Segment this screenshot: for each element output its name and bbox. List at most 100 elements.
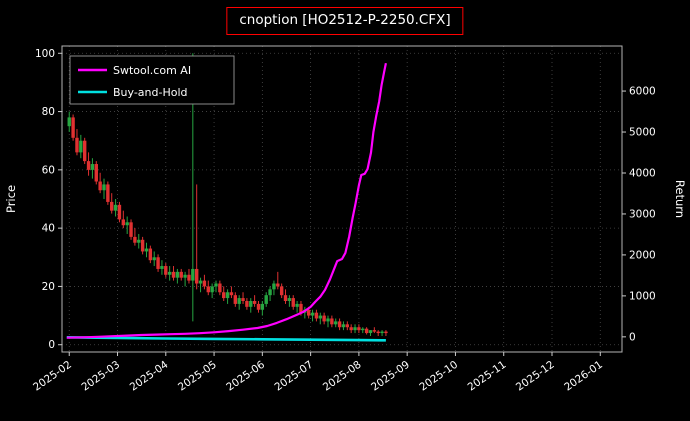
candle-body — [299, 303, 303, 313]
candle-body — [229, 292, 234, 296]
right-axis-tick-label: 3000 — [629, 208, 656, 220]
candle-body — [237, 298, 241, 304]
x-tick-label: 2025-09 — [369, 359, 412, 394]
candle-body — [183, 274, 187, 278]
x-tick-label: 2025-06 — [224, 358, 267, 393]
swtool-com-ai-line — [66, 62, 387, 339]
candle-body — [249, 301, 253, 307]
candlestick-series — [67, 53, 388, 336]
candle-body — [137, 239, 141, 243]
candle-body — [222, 292, 226, 299]
grid-lines — [62, 46, 622, 352]
candle-body — [306, 309, 311, 316]
chart-title: cnoption [HO2512-P-2250.CFX] — [226, 7, 464, 35]
candle-body — [310, 312, 315, 316]
candle-body — [156, 257, 160, 269]
candle-body — [349, 327, 353, 331]
candle-body — [272, 283, 276, 290]
candle-body — [187, 274, 191, 281]
x-tick-label: 2025-04 — [128, 358, 171, 393]
candle-body — [75, 137, 79, 153]
candle-body — [322, 315, 326, 322]
legend-box — [69, 55, 235, 105]
candle-body — [295, 303, 299, 307]
candle-body — [361, 328, 365, 331]
right-axis-tick-label: 1000 — [629, 290, 656, 302]
candle-body — [268, 289, 272, 296]
candle-body — [245, 301, 249, 307]
candle-body — [260, 303, 265, 310]
candle-body — [175, 271, 180, 278]
candle-body — [341, 324, 346, 328]
candle-body — [345, 324, 350, 328]
candle-body — [198, 280, 203, 284]
candle-body — [82, 140, 87, 162]
candle-body — [376, 331, 380, 334]
plot-border — [61, 45, 623, 353]
candle-body — [125, 222, 129, 226]
candle-body — [110, 201, 114, 211]
candle-body — [106, 184, 110, 202]
candle-body — [353, 327, 357, 331]
candle-body — [372, 330, 377, 332]
right-axis-tick-label: 6000 — [629, 86, 656, 98]
candle-body — [252, 301, 257, 304]
right-axis-tick-label: 5000 — [629, 127, 656, 139]
candle-body — [364, 328, 369, 334]
candle-body — [171, 271, 176, 278]
candle-body — [164, 266, 168, 275]
left-axis-tick-label: 80 — [42, 106, 55, 118]
candle-body — [71, 117, 75, 138]
candle-body — [113, 204, 118, 211]
left-axis-tick-label: 0 — [48, 339, 55, 351]
candle-body — [287, 298, 292, 301]
left-axis-tick-label: 40 — [42, 223, 55, 235]
candle-body — [94, 164, 98, 182]
candle-body — [330, 318, 334, 325]
right-axis-tick-label: 2000 — [629, 249, 656, 261]
candle-body — [191, 268, 195, 281]
x-tick-label: 2025-10 — [417, 359, 460, 394]
candle-body — [334, 321, 338, 325]
x-tick-label: 2025-12 — [514, 359, 557, 394]
right-axis-tick-label: 0 — [629, 331, 636, 343]
candle-body — [133, 236, 137, 243]
candle-body — [206, 286, 210, 293]
candle-body — [148, 248, 153, 261]
candle-body — [67, 117, 71, 127]
candle-body — [140, 239, 145, 252]
candle-body — [233, 295, 238, 304]
x-tick-label: 2025-11 — [466, 359, 509, 394]
return-axis-label: Return — [673, 180, 687, 218]
candle-body — [167, 271, 172, 275]
candle-body — [384, 331, 388, 334]
legend-label: Swtool.com AI — [113, 64, 191, 77]
candle-body — [102, 184, 106, 191]
left-axis-tick-label: 60 — [42, 164, 55, 176]
candle-body — [129, 222, 133, 237]
left-axis-tick-label: 20 — [42, 281, 55, 293]
candle-body — [380, 331, 384, 334]
candle-body — [264, 295, 268, 304]
candle-body — [90, 164, 95, 170]
candle-body — [318, 315, 322, 319]
buy-and-hold-line — [66, 336, 386, 342]
x-tick-label: 2025-03 — [79, 359, 122, 394]
candle-body — [194, 268, 199, 284]
candle-body — [314, 312, 319, 319]
candle-body — [117, 204, 122, 220]
legend-label: Buy-and-Hold — [113, 86, 188, 99]
candle-body — [326, 318, 330, 322]
candle-body — [152, 257, 156, 261]
x-tick-label: 2025-05 — [176, 359, 219, 394]
candle-body — [357, 327, 361, 331]
candle-body — [202, 280, 207, 287]
legend: Swtool.com AI Buy-and-Hold — [69, 55, 235, 105]
x-tick-label: 2025-07 — [273, 359, 316, 394]
candle-body — [279, 286, 284, 296]
candle-body — [256, 303, 261, 310]
candle-body — [179, 271, 183, 278]
x-tick-label: 2025-08 — [321, 359, 364, 394]
candle-body — [291, 298, 295, 307]
